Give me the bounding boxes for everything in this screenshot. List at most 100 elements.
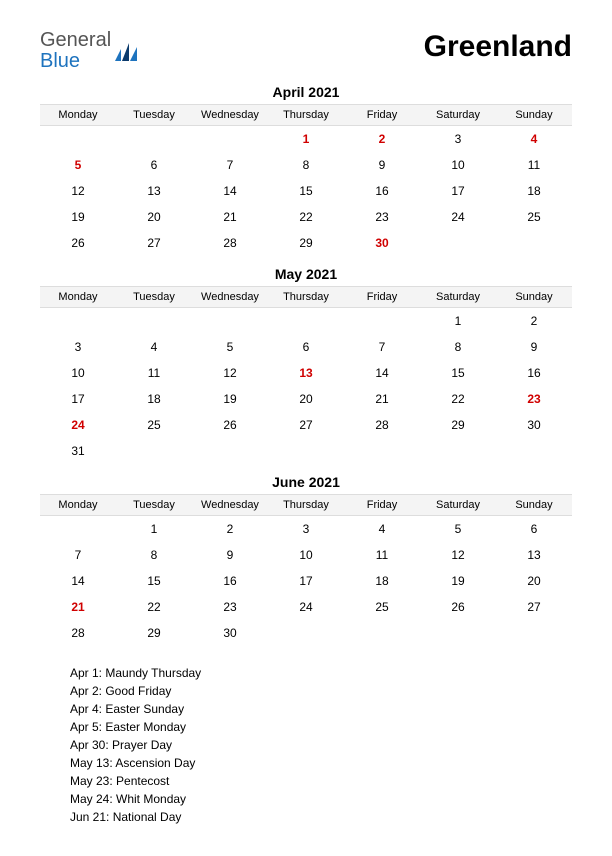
logo-text-block: General Blue [40, 30, 111, 72]
weekday-header: Monday [40, 105, 116, 126]
calendar-cell [192, 308, 268, 335]
calendar-cell: 20 [116, 204, 192, 230]
calendar-cell: 12 [192, 360, 268, 386]
calendar-cell: 5 [420, 516, 496, 543]
holiday-entry: May 13: Ascension Day [70, 754, 572, 772]
calendar-cell: 28 [192, 230, 268, 256]
calendar-cell [116, 438, 192, 464]
calendar-cell: 16 [496, 360, 572, 386]
calendar-cell: 13 [268, 360, 344, 386]
calendar-cell: 24 [40, 412, 116, 438]
weekday-header: Tuesday [116, 495, 192, 516]
calendar-cell [116, 126, 192, 153]
calendar-cell: 9 [344, 152, 420, 178]
calendar-cell: 11 [116, 360, 192, 386]
calendar-cell: 1 [420, 308, 496, 335]
calendar-cell: 28 [344, 412, 420, 438]
calendar-cell: 22 [420, 386, 496, 412]
weekday-header: Tuesday [116, 287, 192, 308]
calendar-cell [116, 308, 192, 335]
calendar-cell: 4 [344, 516, 420, 543]
calendar-cell: 9 [496, 334, 572, 360]
header: General Blue Greenland [40, 30, 572, 72]
calendar-cell [268, 308, 344, 335]
month-title: May 2021 [40, 266, 572, 282]
calendar-cell: 25 [496, 204, 572, 230]
weekday-header: Saturday [420, 105, 496, 126]
calendar-table: MondayTuesdayWednesdayThursdayFridaySatu… [40, 104, 572, 256]
weekday-header: Wednesday [192, 287, 268, 308]
calendar-row: 282930 [40, 620, 572, 646]
weekday-header: Saturday [420, 287, 496, 308]
weekday-header: Wednesday [192, 105, 268, 126]
calendar-cell: 17 [268, 568, 344, 594]
calendar-row: 17181920212223 [40, 386, 572, 412]
calendar-cell: 2 [344, 126, 420, 153]
weekday-header: Sunday [496, 105, 572, 126]
calendar-month: May 2021MondayTuesdayWednesdayThursdayFr… [40, 266, 572, 464]
weekday-header: Saturday [420, 495, 496, 516]
holiday-entry: Apr 4: Easter Sunday [70, 700, 572, 718]
calendar-cell: 17 [420, 178, 496, 204]
weekday-header: Thursday [268, 105, 344, 126]
calendar-cell: 14 [192, 178, 268, 204]
calendar-cell: 23 [192, 594, 268, 620]
calendar-cell: 4 [116, 334, 192, 360]
calendar-cell: 3 [420, 126, 496, 153]
calendar-cell: 22 [268, 204, 344, 230]
calendar-cell: 19 [192, 386, 268, 412]
calendar-cell: 26 [420, 594, 496, 620]
calendar-cell: 3 [268, 516, 344, 543]
page: General Blue Greenland April 2021MondayT… [0, 0, 612, 856]
calendar-cell: 5 [192, 334, 268, 360]
calendar-cell [40, 516, 116, 543]
calendar-cell: 20 [268, 386, 344, 412]
calendar-row: 21222324252627 [40, 594, 572, 620]
calendar-row: 78910111213 [40, 542, 572, 568]
calendar-cell: 4 [496, 126, 572, 153]
calendar-cell: 8 [268, 152, 344, 178]
calendar-cell [40, 308, 116, 335]
calendar-cell: 6 [268, 334, 344, 360]
calendar-row: 123456 [40, 516, 572, 543]
calendar-cell: 10 [420, 152, 496, 178]
calendar-cell: 24 [268, 594, 344, 620]
calendar-row: 19202122232425 [40, 204, 572, 230]
weekday-header: Monday [40, 495, 116, 516]
calendar-cell: 8 [116, 542, 192, 568]
calendar-cell: 5 [40, 152, 116, 178]
calendar-cell: 11 [496, 152, 572, 178]
calendar-cell: 28 [40, 620, 116, 646]
holidays-list: Apr 1: Maundy ThursdayApr 2: Good Friday… [70, 664, 572, 826]
calendar-cell: 13 [496, 542, 572, 568]
calendar-row: 12131415161718 [40, 178, 572, 204]
calendar-cell: 12 [420, 542, 496, 568]
calendar-cell [344, 308, 420, 335]
weekday-header: Sunday [496, 495, 572, 516]
calendar-cell [420, 438, 496, 464]
holiday-entry: May 24: Whit Monday [70, 790, 572, 808]
calendar-cell: 29 [420, 412, 496, 438]
calendar-cell: 11 [344, 542, 420, 568]
chart-icon [115, 43, 137, 61]
calendar-row: 567891011 [40, 152, 572, 178]
calendar-cell: 29 [268, 230, 344, 256]
calendar-cell: 21 [40, 594, 116, 620]
calendar-cell: 30 [344, 230, 420, 256]
calendar-cell: 25 [344, 594, 420, 620]
calendar-table: MondayTuesdayWednesdayThursdayFridaySatu… [40, 494, 572, 646]
calendar-row: 1234 [40, 126, 572, 153]
calendar-cell: 31 [40, 438, 116, 464]
calendar-cell: 13 [116, 178, 192, 204]
calendar-cell: 7 [40, 542, 116, 568]
calendar-cell: 16 [344, 178, 420, 204]
calendar-cell: 27 [496, 594, 572, 620]
calendar-cell: 25 [116, 412, 192, 438]
calendar-cell: 22 [116, 594, 192, 620]
calendar-cell [192, 126, 268, 153]
calendar-cell: 1 [116, 516, 192, 543]
calendar-row: 12 [40, 308, 572, 335]
weekday-header: Tuesday [116, 105, 192, 126]
calendar-cell: 26 [192, 412, 268, 438]
calendar-cell [344, 438, 420, 464]
